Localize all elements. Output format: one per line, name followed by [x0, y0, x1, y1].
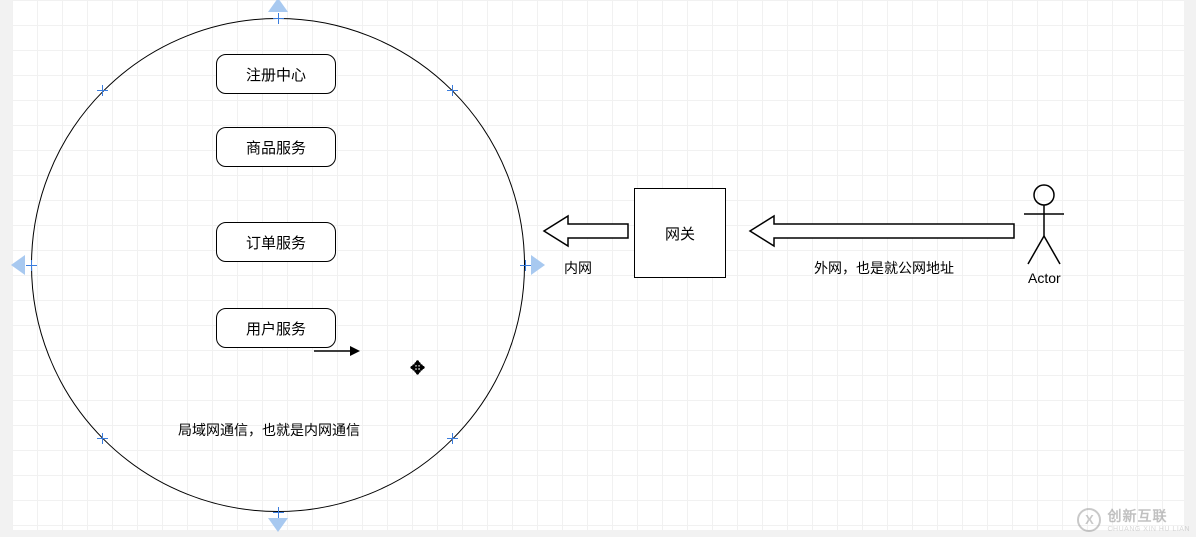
- watermark-main: 创新互联: [1107, 506, 1190, 526]
- resize-handle-top-icon[interactable]: [268, 0, 288, 12]
- sel-handle[interactable]: [99, 435, 106, 442]
- watermark: X 创新互联 CHUANG XIN HU LIAN: [1077, 506, 1190, 533]
- sel-handle[interactable]: [275, 15, 282, 22]
- sel-handle[interactable]: [522, 262, 529, 269]
- node-label: 商品服务: [246, 137, 306, 158]
- node-label: 用户服务: [246, 318, 306, 339]
- diagram-canvas[interactable]: 注册中心 商品服务 订单服务 用户服务 局域网通信，也就是内网通信 ✥ 网关 内…: [12, 0, 1184, 530]
- lan-caption: 局域网通信，也就是内网通信: [178, 420, 360, 440]
- arrow-gateway-to-lan-icon[interactable]: [542, 214, 630, 248]
- sel-handle[interactable]: [275, 509, 282, 516]
- arrow-actor-to-gateway-icon[interactable]: [748, 214, 1016, 248]
- resize-handle-left-icon[interactable]: [11, 255, 25, 275]
- resize-handle-right-icon[interactable]: [531, 255, 545, 275]
- node-registry[interactable]: 注册中心: [216, 54, 336, 94]
- sel-handle[interactable]: [28, 262, 35, 269]
- watermark-logo-icon: X: [1077, 508, 1101, 532]
- actor-icon[interactable]: [1022, 184, 1066, 268]
- small-arrow-icon: [314, 344, 362, 358]
- node-order[interactable]: 订单服务: [216, 222, 336, 262]
- sel-handle[interactable]: [449, 435, 456, 442]
- node-label: 网关: [665, 223, 695, 244]
- resize-handle-bottom-icon[interactable]: [268, 518, 288, 532]
- arrow-label-extranet: 外网，也是就公网地址: [814, 258, 954, 278]
- node-goods[interactable]: 商品服务: [216, 127, 336, 167]
- node-user[interactable]: 用户服务: [216, 308, 336, 348]
- node-gateway[interactable]: 网关: [634, 188, 726, 278]
- sel-handle[interactable]: [449, 87, 456, 94]
- actor-label: Actor: [1028, 270, 1061, 286]
- node-label: 注册中心: [246, 64, 306, 85]
- node-label: 订单服务: [246, 232, 306, 253]
- watermark-sub: CHUANG XIN HU LIAN: [1107, 526, 1190, 533]
- arrow-label-intranet: 内网: [564, 258, 592, 278]
- move-cursor-icon: ✥: [410, 358, 425, 379]
- sel-handle[interactable]: [99, 87, 106, 94]
